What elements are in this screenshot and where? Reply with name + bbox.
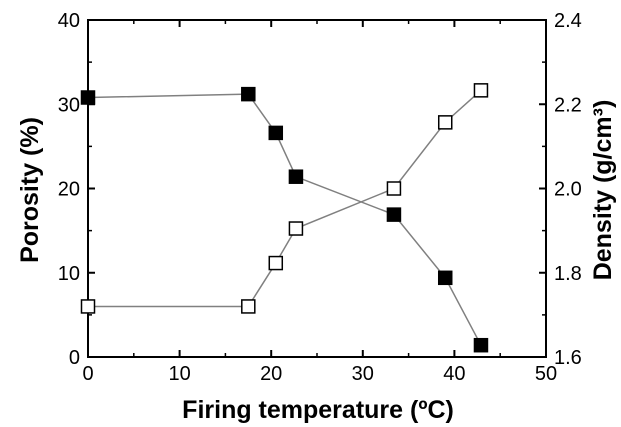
y-left-tick-label: 10 xyxy=(58,263,80,285)
series-1-point-3 xyxy=(288,221,304,236)
series-1-line xyxy=(88,89,482,308)
series-0-point-0 xyxy=(80,90,96,105)
x-tick-label: 20 xyxy=(260,363,282,385)
y-right-tick-label: 1.8 xyxy=(554,263,582,285)
x-tick-label: 30 xyxy=(352,363,374,385)
right-y-axis-title: Density (g/cm³) xyxy=(589,100,617,281)
series-0-point-3 xyxy=(288,169,304,184)
series-0-point-5 xyxy=(437,270,453,286)
x-tick-label: 40 xyxy=(443,363,465,385)
series-1-point-1 xyxy=(241,299,256,314)
series-1-point-5 xyxy=(437,115,453,130)
series-1-point-0 xyxy=(80,299,96,314)
y-left-tick-label: 0 xyxy=(69,347,80,369)
left-y-axis-title: Porosity (%) xyxy=(16,117,44,263)
y-right-tick-label: 2.2 xyxy=(554,94,582,116)
series-0-line xyxy=(87,93,482,346)
y-right-tick-label: 1.6 xyxy=(554,347,582,369)
series-0-point-4 xyxy=(386,207,402,222)
y-right-tick-label: 2.4 xyxy=(554,10,582,32)
y-left-tick-label: 20 xyxy=(58,179,80,201)
ticks-layer: 0 10 20 30 40 50 0 10 20 30 40 1.6 1.8 2.0 2.2 2.4 xyxy=(58,10,582,385)
y-left-tick-label: 30 xyxy=(58,94,80,116)
series-1-point-4 xyxy=(386,181,402,196)
series-1-point-6 xyxy=(473,83,489,98)
series-0-point-6 xyxy=(473,337,489,353)
series-0-point-1 xyxy=(241,86,256,102)
series-0-point-2 xyxy=(268,125,284,141)
x-tick-label: 0 xyxy=(82,363,93,385)
series-1-point-2 xyxy=(268,255,284,271)
x-tick-label: 50 xyxy=(535,363,557,385)
series-layer xyxy=(80,83,489,353)
x-axis-title: Firing temperature (ºC) xyxy=(182,396,454,424)
y-left-tick-label: 40 xyxy=(58,10,80,32)
y-right-tick-label: 2.0 xyxy=(554,179,582,201)
x-tick-label: 10 xyxy=(168,363,190,385)
